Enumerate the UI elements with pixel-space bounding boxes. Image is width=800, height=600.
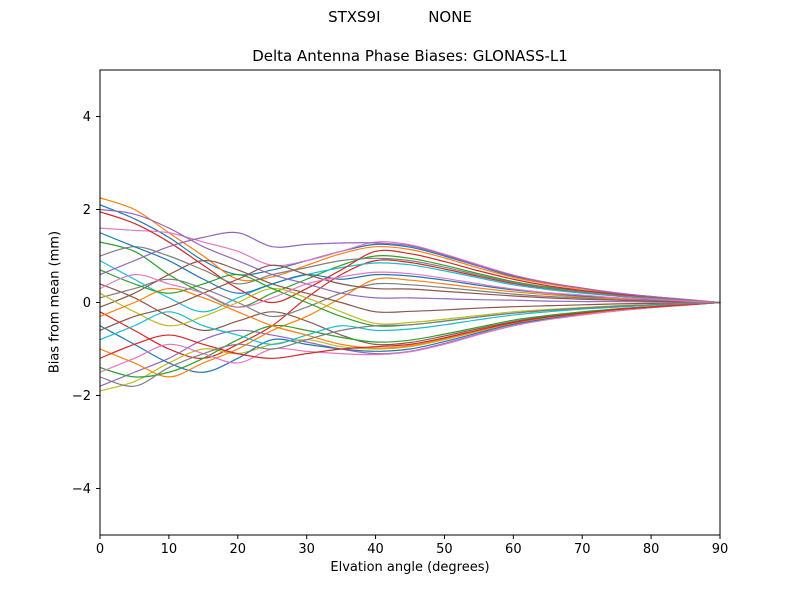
series-line — [99, 301, 721, 359]
x-tick-label: 0 — [96, 542, 104, 557]
x-axis-label: Elvation angle (degrees) — [330, 560, 490, 575]
x-tick-label: 70 — [574, 542, 591, 557]
series-line — [99, 301, 721, 373]
axes-frame — [99, 69, 721, 536]
x-tick-label: 80 — [643, 542, 660, 557]
series-line — [99, 211, 721, 304]
series-line — [99, 301, 721, 378]
x-tick-label: 40 — [367, 542, 384, 557]
series-line — [99, 301, 721, 392]
figure-suptitle: STXS9I NONE — [328, 8, 472, 26]
x-tick-label: 90 — [712, 542, 729, 557]
series-line — [99, 246, 721, 304]
y-tick-label: −4 — [72, 482, 91, 497]
x-tick-label: 60 — [505, 542, 522, 557]
x-tick-label: 20 — [230, 542, 247, 557]
series-line — [99, 231, 721, 304]
series-line — [99, 271, 721, 308]
x-tick-label: 10 — [161, 542, 178, 557]
series-line — [99, 232, 721, 304]
y-tick-label: −2 — [72, 389, 91, 404]
y-tick-label: 0 — [83, 296, 91, 311]
series-line — [99, 301, 721, 373]
series-line — [99, 277, 721, 378]
x-tick-label: 30 — [298, 542, 315, 557]
chart-title: Delta Antenna Phase Biases: GLONASS-L1 — [252, 47, 568, 65]
x-tick-label: 50 — [436, 542, 453, 557]
series-line — [99, 260, 721, 313]
series-line — [99, 283, 721, 346]
series-line — [99, 208, 721, 304]
y-tick-label: 4 — [83, 110, 91, 125]
series-line — [99, 301, 721, 387]
y-tick-label: 2 — [83, 203, 91, 218]
series-line — [99, 301, 721, 345]
